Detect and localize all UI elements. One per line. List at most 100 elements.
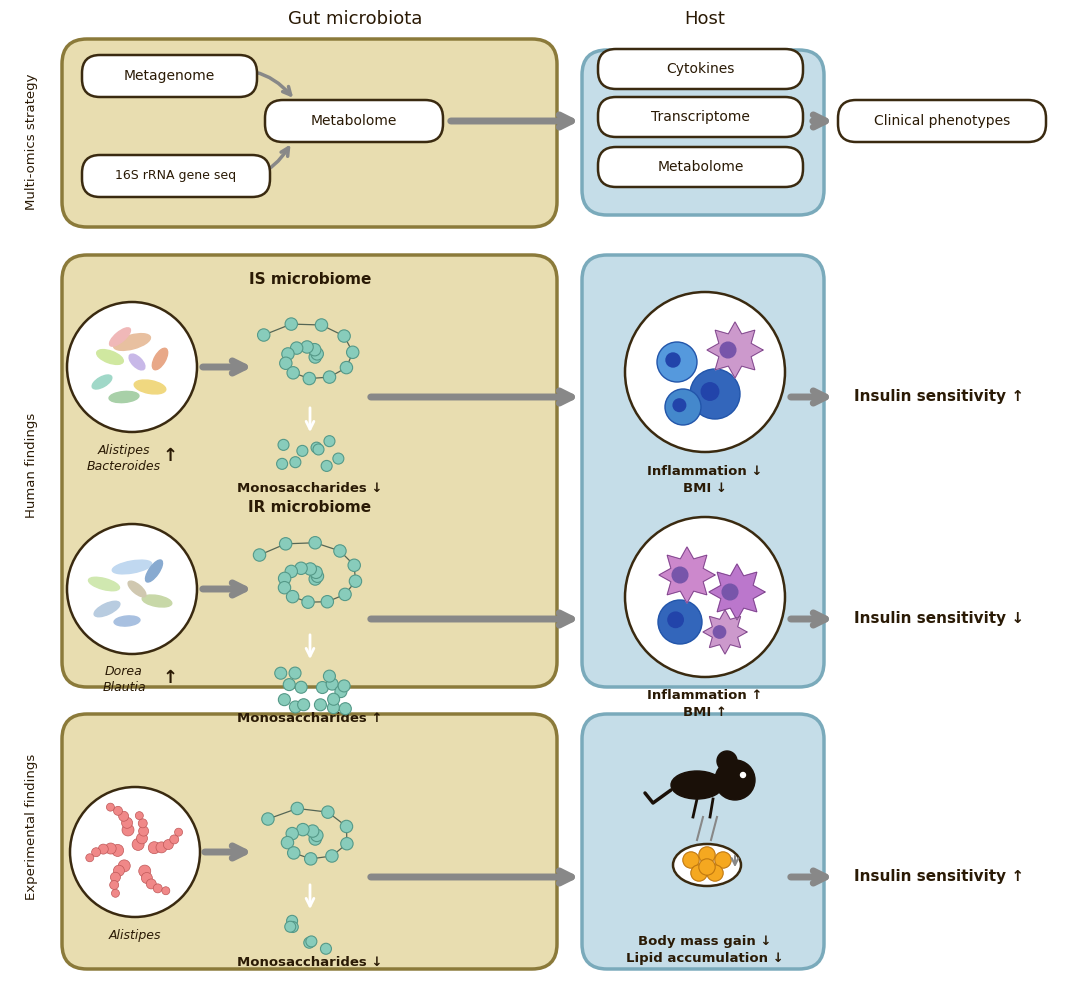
- Circle shape: [148, 842, 160, 854]
- Ellipse shape: [114, 616, 140, 626]
- Circle shape: [673, 399, 686, 412]
- Circle shape: [67, 524, 197, 654]
- Circle shape: [720, 342, 735, 357]
- Circle shape: [339, 588, 351, 600]
- FancyBboxPatch shape: [598, 97, 804, 137]
- Circle shape: [714, 625, 726, 638]
- Circle shape: [657, 342, 697, 382]
- Polygon shape: [708, 564, 765, 620]
- Text: ↑: ↑: [162, 669, 177, 687]
- FancyBboxPatch shape: [582, 50, 824, 215]
- Ellipse shape: [113, 333, 150, 350]
- Circle shape: [691, 865, 707, 881]
- Circle shape: [282, 347, 294, 361]
- Circle shape: [136, 833, 148, 844]
- Text: Inflammation ↓
BMI ↓: Inflammation ↓ BMI ↓: [647, 465, 762, 495]
- Circle shape: [297, 445, 308, 456]
- Circle shape: [286, 828, 298, 840]
- Circle shape: [723, 584, 738, 600]
- Circle shape: [309, 537, 322, 549]
- Circle shape: [340, 838, 353, 850]
- Circle shape: [105, 843, 117, 854]
- Circle shape: [313, 444, 324, 455]
- Ellipse shape: [146, 560, 162, 582]
- Ellipse shape: [143, 595, 172, 607]
- Ellipse shape: [129, 581, 146, 597]
- Text: Alistipes
Bacteroides: Alistipes Bacteroides: [86, 444, 161, 473]
- FancyBboxPatch shape: [62, 714, 557, 969]
- Circle shape: [175, 828, 183, 836]
- Circle shape: [280, 538, 292, 550]
- FancyBboxPatch shape: [62, 255, 557, 687]
- Circle shape: [323, 670, 336, 682]
- Circle shape: [340, 821, 353, 833]
- Circle shape: [132, 839, 144, 851]
- Circle shape: [321, 595, 334, 608]
- Circle shape: [67, 302, 197, 432]
- Circle shape: [666, 353, 680, 367]
- FancyBboxPatch shape: [265, 100, 443, 142]
- Circle shape: [327, 693, 339, 705]
- Circle shape: [113, 807, 122, 816]
- Text: Metabolome: Metabolome: [658, 160, 744, 174]
- Circle shape: [348, 559, 361, 571]
- Text: Monosaccharides ↑: Monosaccharides ↑: [238, 713, 382, 725]
- Circle shape: [326, 850, 338, 862]
- Circle shape: [309, 343, 321, 355]
- Circle shape: [658, 600, 702, 644]
- Circle shape: [324, 436, 335, 447]
- Circle shape: [309, 573, 322, 585]
- Circle shape: [170, 835, 179, 844]
- Circle shape: [274, 668, 287, 679]
- Circle shape: [278, 439, 289, 450]
- Text: 16S rRNA gene seq: 16S rRNA gene seq: [116, 169, 237, 182]
- Circle shape: [315, 319, 327, 331]
- Circle shape: [289, 701, 301, 713]
- Circle shape: [706, 865, 724, 881]
- Circle shape: [162, 887, 170, 895]
- FancyBboxPatch shape: [582, 714, 824, 969]
- Circle shape: [295, 682, 307, 693]
- Circle shape: [285, 921, 296, 932]
- Circle shape: [311, 570, 324, 582]
- FancyBboxPatch shape: [598, 147, 804, 187]
- Circle shape: [281, 837, 294, 849]
- Text: IS microbiome: IS microbiome: [248, 273, 372, 288]
- Polygon shape: [703, 610, 747, 654]
- Ellipse shape: [109, 392, 139, 403]
- Circle shape: [285, 318, 297, 330]
- Text: ↑: ↑: [162, 447, 177, 465]
- Circle shape: [305, 563, 316, 575]
- Circle shape: [70, 787, 200, 917]
- Circle shape: [287, 921, 298, 932]
- Text: Insulin sensitivity ↑: Insulin sensitivity ↑: [854, 390, 1024, 405]
- Text: Transcriptome: Transcriptome: [651, 110, 750, 124]
- Circle shape: [298, 699, 310, 711]
- Circle shape: [311, 442, 322, 453]
- Circle shape: [118, 860, 131, 872]
- Text: Metagenome: Metagenome: [124, 69, 215, 83]
- Circle shape: [291, 342, 302, 354]
- Circle shape: [715, 760, 755, 800]
- Circle shape: [85, 854, 94, 862]
- FancyBboxPatch shape: [82, 155, 270, 197]
- FancyBboxPatch shape: [838, 100, 1047, 142]
- Circle shape: [314, 699, 326, 711]
- FancyBboxPatch shape: [82, 55, 257, 97]
- Polygon shape: [659, 547, 715, 603]
- Circle shape: [306, 936, 316, 947]
- Circle shape: [349, 575, 362, 587]
- Circle shape: [122, 824, 134, 836]
- Circle shape: [309, 833, 322, 845]
- Circle shape: [323, 371, 336, 384]
- Text: Cytokines: Cytokines: [666, 62, 734, 76]
- Ellipse shape: [92, 375, 112, 389]
- Text: Monosaccharides ↓: Monosaccharides ↓: [238, 482, 382, 495]
- Circle shape: [286, 915, 298, 926]
- Text: IR microbiome: IR microbiome: [248, 499, 372, 515]
- Circle shape: [111, 845, 123, 856]
- Circle shape: [316, 682, 328, 694]
- Text: Experimental findings: Experimental findings: [26, 754, 39, 900]
- Circle shape: [122, 818, 133, 829]
- Circle shape: [326, 678, 338, 690]
